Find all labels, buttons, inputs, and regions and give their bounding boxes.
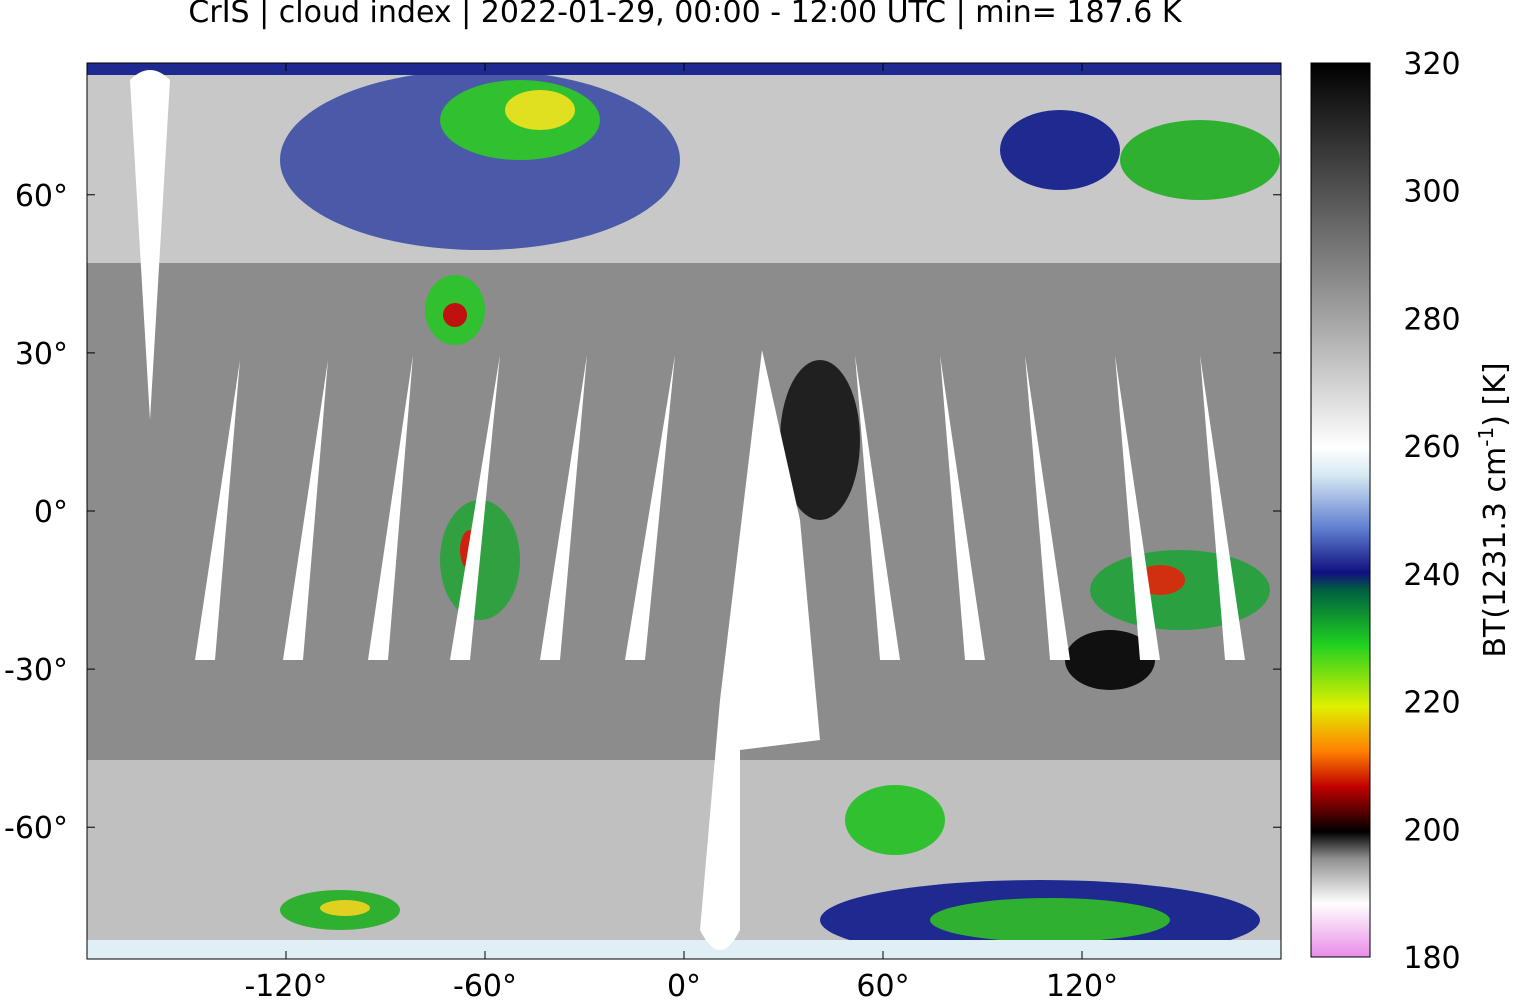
colorbar-tick-label: 280: [1403, 302, 1460, 337]
y-tick-label: -60°: [4, 811, 68, 846]
y-tick-label: -30°: [4, 653, 68, 688]
colorbar-tick-label: 320: [1403, 47, 1460, 82]
colorbar-tick-label: 300: [1403, 175, 1460, 210]
colorbar-label: BT(1231.3 cm-1) [K]: [1474, 362, 1513, 657]
colorbar-label-end: ) [K]: [1478, 362, 1513, 426]
colorbar-tick-label: 240: [1403, 558, 1460, 593]
y-tick-label: 0°: [34, 495, 68, 530]
x-tick-label: -60°: [453, 969, 517, 1002]
x-tick-label: 60°: [856, 969, 909, 1002]
colorbar-tick-label: 220: [1403, 686, 1460, 721]
colorbar-tick-label: 260: [1403, 430, 1460, 465]
title: CrIS | cloud index | 2022-01-29, 00:00 -…: [188, 0, 1182, 30]
colorbar-label-sup: -1: [1474, 427, 1498, 447]
colorbar-label-main: BT(1231.3 cm: [1478, 447, 1513, 658]
colorbar: [1310, 62, 1371, 958]
colorbar-tick-label: 200: [1403, 813, 1460, 848]
y-tick-label: 30°: [15, 337, 68, 372]
colorbar-tick-label: 180: [1403, 941, 1460, 976]
map-image: [87, 63, 1281, 959]
y-tick-label: 60°: [15, 179, 68, 214]
x-tick-label: 120°: [1046, 969, 1118, 1002]
x-tick-label: -120°: [244, 969, 327, 1002]
x-tick-label: 0°: [667, 969, 701, 1002]
